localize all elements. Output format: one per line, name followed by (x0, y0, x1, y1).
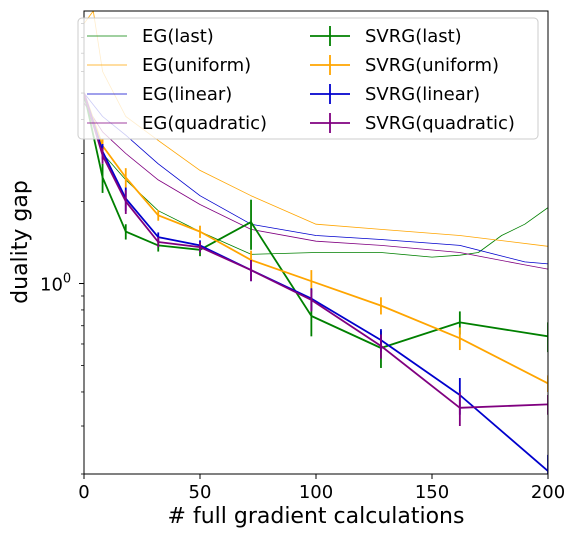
legend-label-svrg-quadratic: SVRG(quadratic) (365, 113, 515, 134)
series-layer (84, 11, 548, 474)
legend-label-eg-last: EG(last) (142, 26, 214, 47)
series-line-svrg-last (84, 92, 548, 349)
series-line-svrg-uniform (84, 92, 548, 385)
x-axis: 0 50 100 150 200 (78, 474, 565, 503)
legend-label-eg-linear: EG(linear) (142, 84, 232, 105)
x-tick-label: 100 (299, 482, 333, 503)
legend-box (77, 17, 539, 140)
legend-label-svrg-linear: SVRG(linear) (365, 84, 480, 105)
legend-label-svrg-uniform: SVRG(uniform) (365, 55, 499, 76)
x-tick-label: 0 (78, 482, 89, 503)
x-tick-label: 150 (415, 482, 449, 503)
series-line-svrg-quadratic (84, 92, 548, 409)
x-tick-label: 50 (189, 482, 212, 503)
legend-label-eg-quadratic: EG(quadratic) (142, 113, 267, 134)
x-tick-label: 200 (531, 482, 565, 503)
x-axis-label: # full gradient calculations (168, 504, 465, 529)
y-axis: 100 (40, 23, 84, 475)
y-tick-label: 100 (40, 272, 71, 296)
legend-label-svrg-last: SVRG(last) (365, 26, 462, 47)
legend-label-eg-uniform: EG(uniform) (142, 55, 251, 76)
legend: EG(last) EG(uniform) EG(linear) EG(quadrati… (77, 17, 539, 140)
y-axis-label: duality gap (8, 180, 33, 304)
